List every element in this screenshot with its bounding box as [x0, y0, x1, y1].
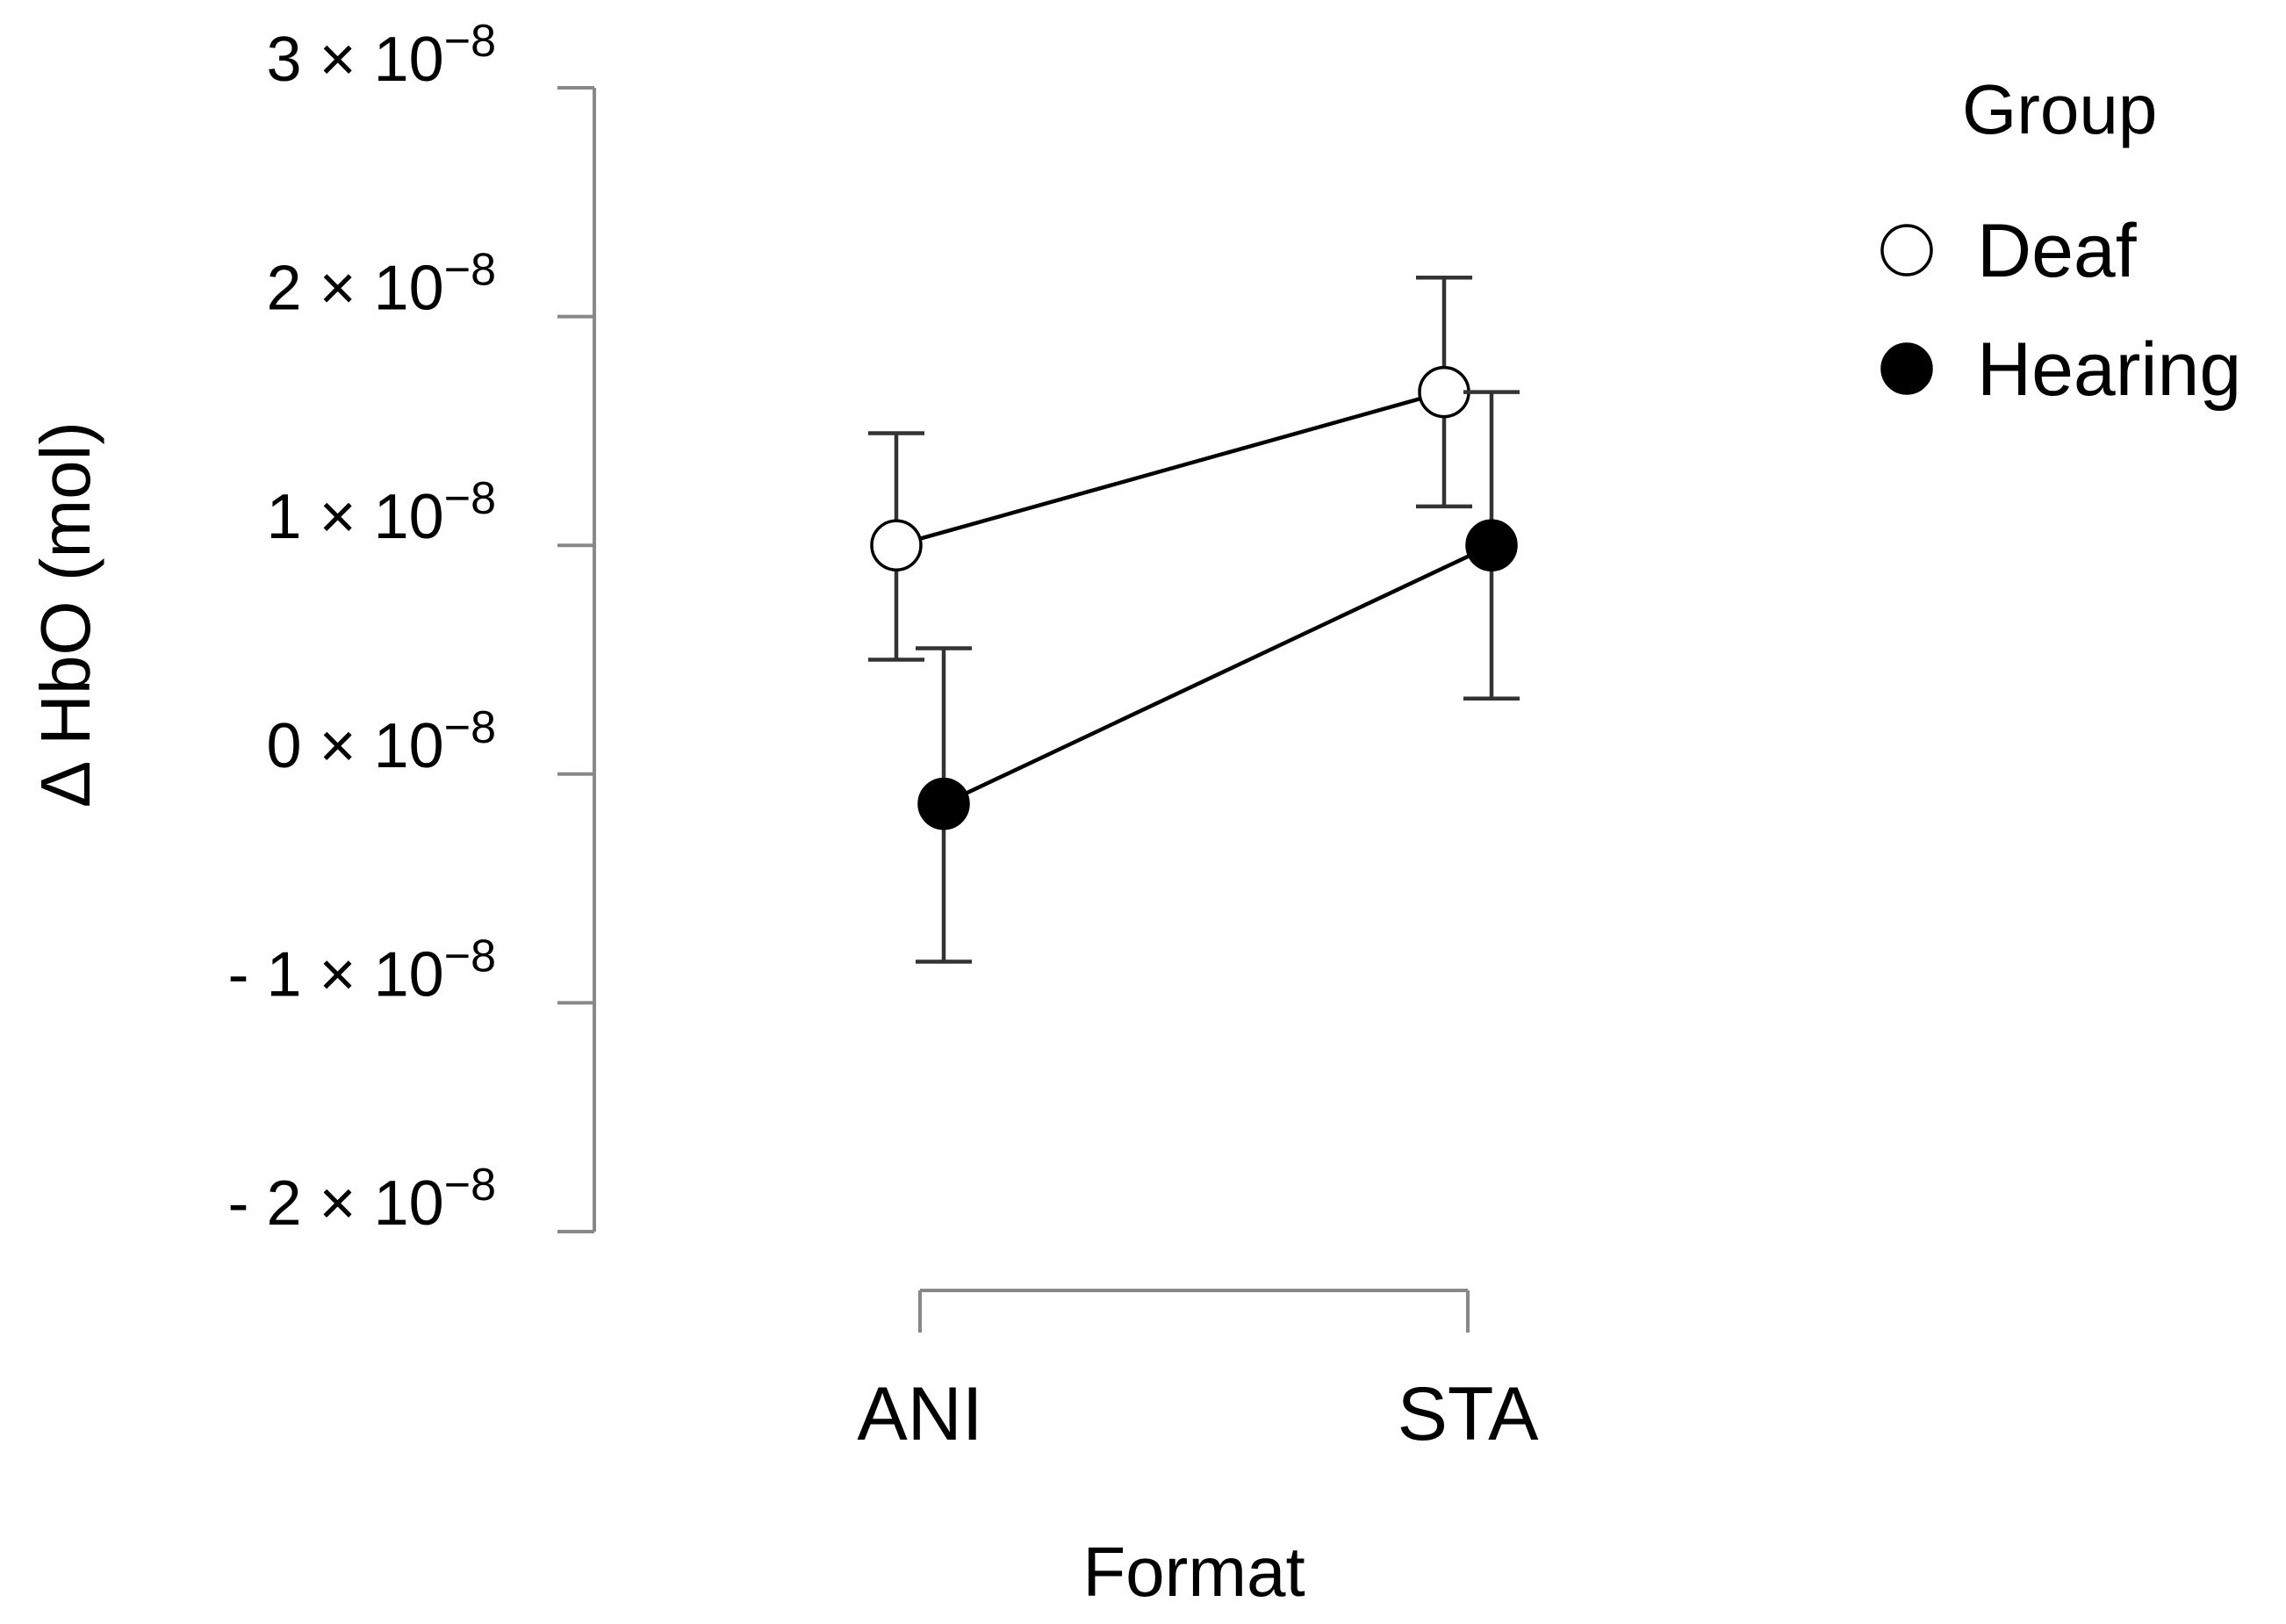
series-line: [943, 543, 1492, 806]
x-axis: ANI STA: [857, 1289, 1540, 1456]
data-point: [917, 777, 970, 830]
legend: Group Deaf Hearing: [1880, 70, 2241, 412]
series-layer: [868, 276, 1520, 964]
y-tick-label: - 2 × 10−8: [228, 1160, 496, 1239]
y-tick-label: 3 × 10−8: [267, 16, 496, 95]
series-hearing: [916, 390, 1520, 964]
y-tick-label: 2 × 10−8: [267, 245, 496, 324]
y-tick-label: 0 × 10−8: [267, 702, 496, 781]
data-point: [1465, 519, 1518, 571]
y-axis: 3 × 10−8 2 × 10−8 1 × 10−8 0 × 10−8 - 1 × 10…: [228, 16, 596, 1239]
series-line: [895, 390, 1445, 548]
x-tick-label: STA: [1398, 1372, 1540, 1456]
y-tick-label: 1 × 10−8: [267, 473, 496, 552]
x-tick-label: ANI: [857, 1372, 982, 1456]
y-tick-label: - 1 × 10−8: [228, 931, 496, 1010]
legend-label-hearing: Hearing: [1977, 327, 2241, 412]
legend-title: Group: [1962, 70, 2157, 148]
x-axis-title: Format: [1082, 1533, 1305, 1611]
series-deaf: [868, 276, 1472, 662]
data-point: [870, 519, 923, 571]
legend-marker-hearing: [1880, 342, 1933, 395]
data-point: [1418, 365, 1470, 419]
y-axis-title: Δ HbO (mol): [26, 421, 104, 808]
legend-marker-deaf: [1880, 224, 1933, 277]
legend-label-deaf: Deaf: [1977, 209, 2138, 293]
